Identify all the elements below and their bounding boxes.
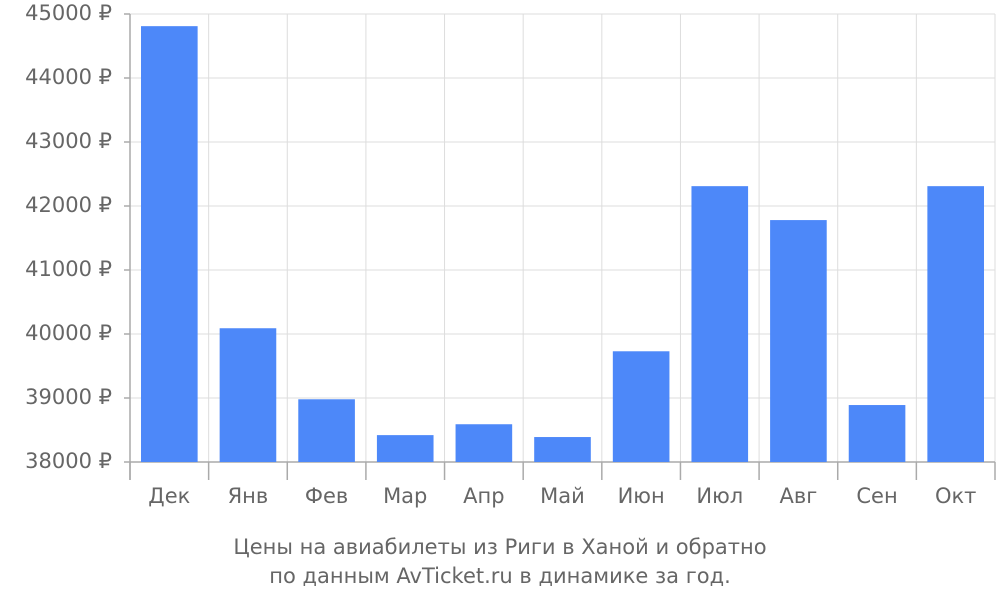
y-tick-label: 44000 ₽ — [25, 65, 112, 89]
x-tick-label: Фев — [305, 484, 348, 508]
x-tick-label: Окт — [935, 484, 976, 508]
chart-title: Цены на авиабилеты из Риги в Ханой и обр… — [233, 535, 766, 559]
bar — [298, 399, 355, 462]
x-tick-label: Июл — [696, 484, 743, 508]
bar — [455, 424, 513, 462]
y-tick-label: 41000 ₽ — [25, 257, 112, 281]
bar — [219, 328, 277, 462]
bar — [770, 220, 827, 462]
x-tick-label: Авг — [780, 484, 818, 508]
bar — [534, 437, 591, 462]
x-tick-label: Сен — [856, 484, 897, 508]
bar — [691, 186, 749, 462]
x-tick-label: Июн — [618, 484, 665, 508]
y-tick-label: 39000 ₽ — [25, 385, 112, 409]
x-tick-label: Дек — [148, 484, 190, 508]
bar — [376, 435, 434, 462]
bar — [927, 186, 984, 462]
y-tick-label: 45000 ₽ — [25, 1, 112, 25]
bar — [141, 26, 198, 462]
x-tick-label: Май — [540, 484, 585, 508]
x-tick-label: Мар — [383, 484, 427, 508]
x-tick-label: Апр — [463, 484, 504, 508]
y-tick-label: 40000 ₽ — [25, 321, 112, 345]
chart-title: по данным AvTicket.ru в динамике за год. — [269, 564, 731, 588]
y-tick-label: 38000 ₽ — [25, 449, 112, 473]
bar — [612, 351, 670, 462]
y-tick-label: 43000 ₽ — [25, 129, 112, 153]
bar — [848, 405, 906, 462]
y-tick-label: 42000 ₽ — [25, 193, 112, 217]
x-tick-label: Янв — [228, 484, 269, 508]
